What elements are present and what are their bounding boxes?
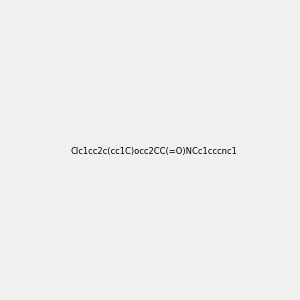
Text: Clc1cc2c(cc1C)occ2CC(=O)NCc1cccnc1: Clc1cc2c(cc1C)occ2CC(=O)NCc1cccnc1 <box>70 147 237 156</box>
